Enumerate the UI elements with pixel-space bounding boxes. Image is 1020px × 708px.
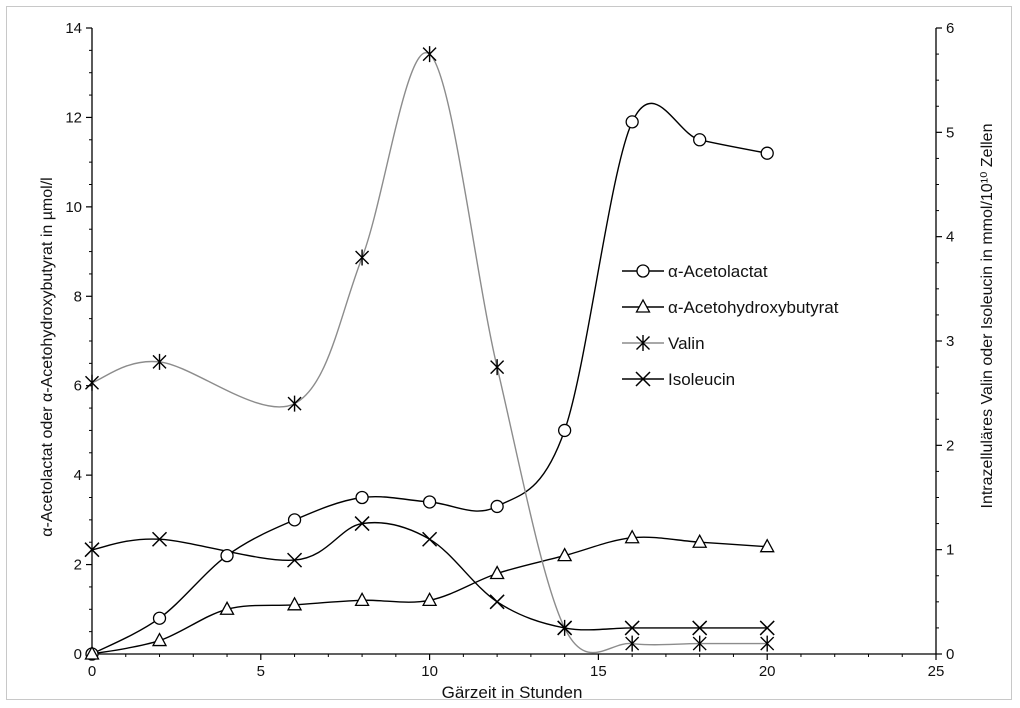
marker-acetohydroxybutyrat: [422, 591, 438, 606]
legend-label-isoleucin: Isoleucin: [668, 370, 735, 389]
marker-valin: [490, 359, 505, 376]
marker-isoleucin: [624, 620, 640, 636]
marker-valin: [625, 635, 640, 652]
marker-valin: [287, 395, 302, 412]
y-left-tick-label: 6: [74, 378, 82, 395]
marker-valin: [85, 374, 99, 391]
series-lines: [91, 51, 768, 655]
y-right-tick-label: 6: [946, 20, 954, 37]
legend: α-Acetolactat α-Acetohydroxybutyrat Valin I…: [622, 262, 839, 389]
y-left-tick-label: 12: [65, 109, 82, 126]
y-left-tick-label: 10: [65, 199, 82, 216]
x-tick-label: 15: [590, 663, 607, 680]
series-line-acetolactat: [91, 102, 768, 655]
marker-acetolactat: [557, 423, 572, 438]
marker-valin: [760, 635, 775, 652]
marker-isoleucin: [354, 516, 370, 532]
y-left-tick-label: 14: [65, 20, 82, 37]
legend-label-acetolactat: α-Acetolactat: [668, 262, 768, 281]
marker-acetolactat: [693, 133, 707, 147]
marker-valin: [152, 353, 167, 370]
legend-marker-acetohydroxybutyrat: [635, 298, 651, 313]
x-axis-label: Gärzeit in Stunden: [442, 683, 583, 702]
y-left-tick-label: 8: [74, 288, 82, 305]
y-left-tick-label: 0: [74, 646, 82, 663]
y-right-tick-label: 1: [946, 542, 954, 559]
legend-marker-acetolactat: [636, 264, 650, 278]
x-tick-label: 0: [88, 663, 96, 680]
legend-marker-valin: [636, 335, 650, 351]
marker-isoleucin: [151, 531, 168, 547]
x-tick-label: 20: [759, 663, 776, 680]
marker-isoleucin: [287, 552, 303, 568]
marker-isoleucin: [422, 531, 438, 547]
marker-isoleucin: [692, 620, 708, 636]
y-axis-label-left: α-Acetolactat oder α-Acetohydroxybutyrat…: [39, 177, 56, 536]
marker-acetolactat: [220, 548, 234, 563]
x-tick-label: 25: [928, 663, 945, 680]
y-right-tick-label: 5: [946, 124, 954, 141]
marker-acetohydroxybutyrat: [489, 565, 505, 580]
marker-acetohydroxybutyrat: [692, 533, 708, 548]
series-markers: [84, 46, 775, 661]
marker-acetohydroxybutyrat: [286, 596, 303, 611]
legend-label-valin: Valin: [668, 334, 705, 353]
marker-acetolactat: [625, 115, 639, 129]
marker-isoleucin: [84, 542, 100, 558]
marker-acetolactat: [760, 146, 774, 160]
y-right-tick-label: 4: [946, 229, 954, 246]
y-left-tick-label: 2: [74, 557, 82, 574]
marker-acetolactat: [287, 513, 302, 527]
marker-acetohydroxybutyrat: [557, 547, 573, 562]
legend-marker-isoleucin: [635, 371, 651, 387]
series-line-valin: [91, 51, 768, 654]
marker-acetolactat: [490, 499, 504, 514]
marker-acetolactat: [355, 490, 369, 505]
x-tick-label: 10: [421, 663, 438, 680]
marker-isoleucin: [489, 594, 505, 610]
marker-valin: [422, 46, 437, 63]
marker-acetohydroxybutyrat: [151, 632, 168, 647]
marker-acetohydroxybutyrat: [354, 591, 370, 606]
x-tick-label: 5: [257, 663, 265, 680]
marker-acetolactat: [422, 495, 437, 509]
y-right-tick-label: 0: [946, 646, 954, 663]
marker-valin: [692, 635, 707, 652]
marker-isoleucin: [759, 620, 775, 636]
marker-acetohydroxybutyrat: [624, 529, 640, 544]
marker-valin: [355, 249, 370, 266]
chart-frame: [6, 6, 1012, 700]
marker-acetohydroxybutyrat: [219, 600, 235, 615]
y-right-tick-label: 2: [946, 437, 954, 454]
legend-label-acetohydroxybutyrat: α-Acetohydroxybutyrat: [668, 298, 839, 317]
marker-isoleucin: [557, 620, 573, 636]
y-axis-label-right: Intrazelluläres Valin oder Isoleucin in …: [979, 124, 996, 509]
marker-acetohydroxybutyrat: [759, 538, 775, 553]
y-left-tick-label: 4: [74, 467, 82, 484]
marker-acetolactat: [152, 611, 167, 625]
y-right-tick-label: 3: [946, 333, 954, 350]
series-line-isoleucin: [91, 521, 768, 631]
marker-acetohydroxybutyrat: [84, 645, 100, 660]
